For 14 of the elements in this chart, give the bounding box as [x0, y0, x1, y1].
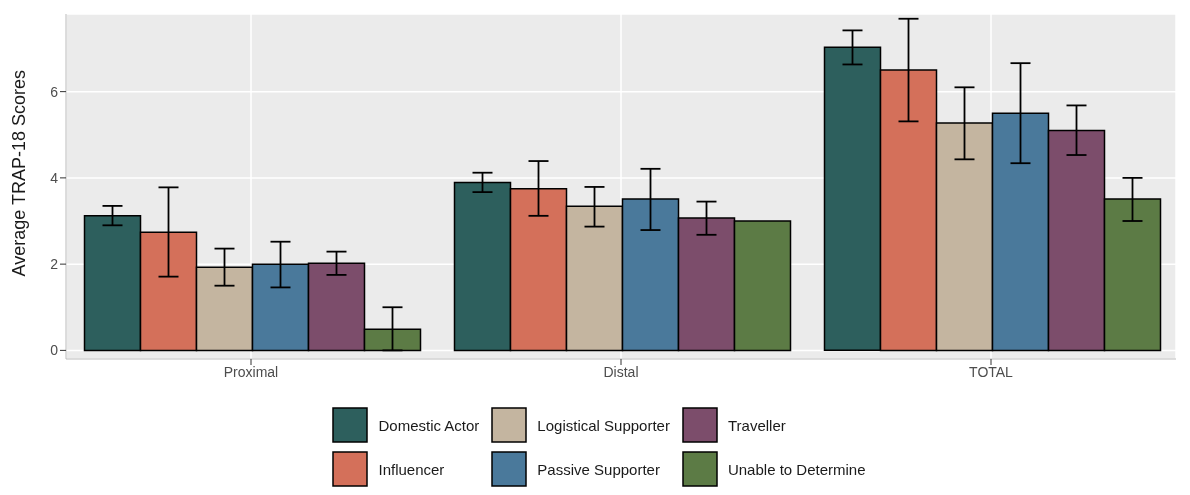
- y-tick-label: 2: [50, 256, 59, 273]
- x-tick-label: TOTAL: [969, 363, 1014, 380]
- legend-label: Logistical Supporter: [537, 416, 670, 434]
- y-tick-label: 4: [50, 169, 59, 186]
- legend-label: Traveller: [727, 416, 786, 434]
- y-axis-title: Average TRAP-18 Scores: [9, 70, 30, 277]
- legend-label: Influencer: [378, 460, 445, 478]
- x-tick-label: Proximal: [223, 363, 279, 380]
- y-tick-label: 0: [50, 342, 59, 359]
- x-tick-label: Distal: [603, 363, 639, 380]
- y-tick-label: 6: [50, 83, 59, 100]
- legend-label: Passive Supporter: [537, 460, 660, 478]
- legend-label: Domestic Actor: [378, 416, 480, 434]
- legend-label: Unable to Determine: [727, 460, 866, 478]
